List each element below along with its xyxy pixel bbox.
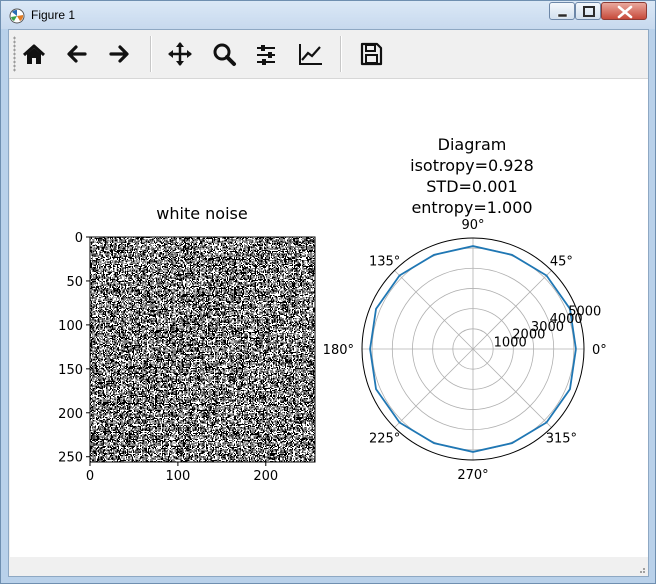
y-tick-label: 150 [58,363,83,378]
forward-arrow-icon [109,45,129,63]
radial-tick-label: 5000 [568,304,601,319]
y-tick-label: 50 [66,275,83,290]
back-arrow-icon [67,45,87,63]
radial-tick-label: 2000 [512,328,545,343]
minimize-icon [557,13,568,18]
toolbar-separator [340,36,342,72]
maximize-icon [583,6,595,17]
subplots-sliders-icon [257,45,275,65]
angle-tick-label: 135° [369,255,400,270]
angle-tick-label: 180° [323,343,354,358]
white-noise-image [90,237,315,462]
close-button[interactable] [601,2,647,20]
status-bar [9,557,648,576]
radial-tick-label: 3000 [531,320,564,335]
angle-tick-label: 90° [461,218,484,233]
minimize-button[interactable] [549,2,575,20]
window-title: Figure 1 [31,8,76,22]
angle-tick-label: 315° [546,431,577,446]
radial-tick-label: 1000 [494,335,527,350]
figure-canvas[interactable]: white noise 0 100 200 0 50 100 150 200 250 Diagr… [10,79,648,557]
angle-tick-label: 0° [592,343,607,358]
angular-grid-line [394,270,474,350]
angular-grid-line [394,348,474,428]
left-axes-title: white noise [156,204,247,223]
angle-tick-label: 45° [550,255,573,270]
zoom-magnifier-icon [213,43,236,66]
matplotlib-logo-icon [9,8,25,24]
y-tick-label: 200 [58,407,83,422]
forward-button[interactable] [103,38,135,70]
window-client-area: white noise 0 100 200 0 50 100 150 200 250 Diagr… [8,29,649,577]
pan-move-icon [168,42,192,66]
left-axes-frame [89,236,316,463]
angular-grid-line [472,348,552,428]
maximize-button[interactable] [575,2,601,20]
left-axes-ticks: 0 100 200 0 50 100 150 200 250 [58,231,278,484]
title-bar[interactable]: Figure 1 [1,1,655,29]
edit-axis-chart-icon [299,44,322,65]
close-icon [617,5,633,19]
resize-grip-icon[interactable] [636,564,646,574]
title-line-std: STD=0.001 [426,177,517,196]
angle-tick-label: 270° [457,468,488,483]
pan-button[interactable] [164,38,196,70]
title-line-isotropy: isotropy=0.928 [410,156,534,175]
home-icon [22,44,46,64]
x-tick-label: 200 [253,469,278,484]
configure-subplots-button[interactable] [250,38,282,70]
x-tick-label: 0 [86,469,94,484]
toolbar-grip[interactable] [13,36,16,72]
zoom-button[interactable] [208,38,240,70]
y-tick-label: 0 [75,231,83,246]
save-button[interactable] [355,38,387,70]
title-line-diagram: Diagram [438,135,507,154]
x-tick-label: 100 [165,469,190,484]
polar-frame [361,237,585,461]
y-tick-label: 250 [58,451,83,466]
save-disk-icon [360,42,383,66]
polar-series-line [369,245,577,453]
angle-tick-label: 225° [369,431,400,446]
navigation-toolbar [9,30,648,79]
home-button[interactable] [18,38,50,70]
toolbar-separator [150,36,152,72]
title-line-entropy: entropy=1.000 [411,198,532,217]
radial-tick-label: 4000 [550,312,583,327]
back-button[interactable] [61,38,93,70]
angular-grid-line [472,270,552,350]
y-tick-label: 100 [58,319,83,334]
right-axes-title: Diagram isotropy=0.928 STD=0.001 entropy… [410,135,534,217]
edit-axis-button[interactable] [294,38,326,70]
polar-axes[interactable]: 0° 45° 90° 135° 180° 225° 270° 315° 100020003000… [323,218,607,483]
